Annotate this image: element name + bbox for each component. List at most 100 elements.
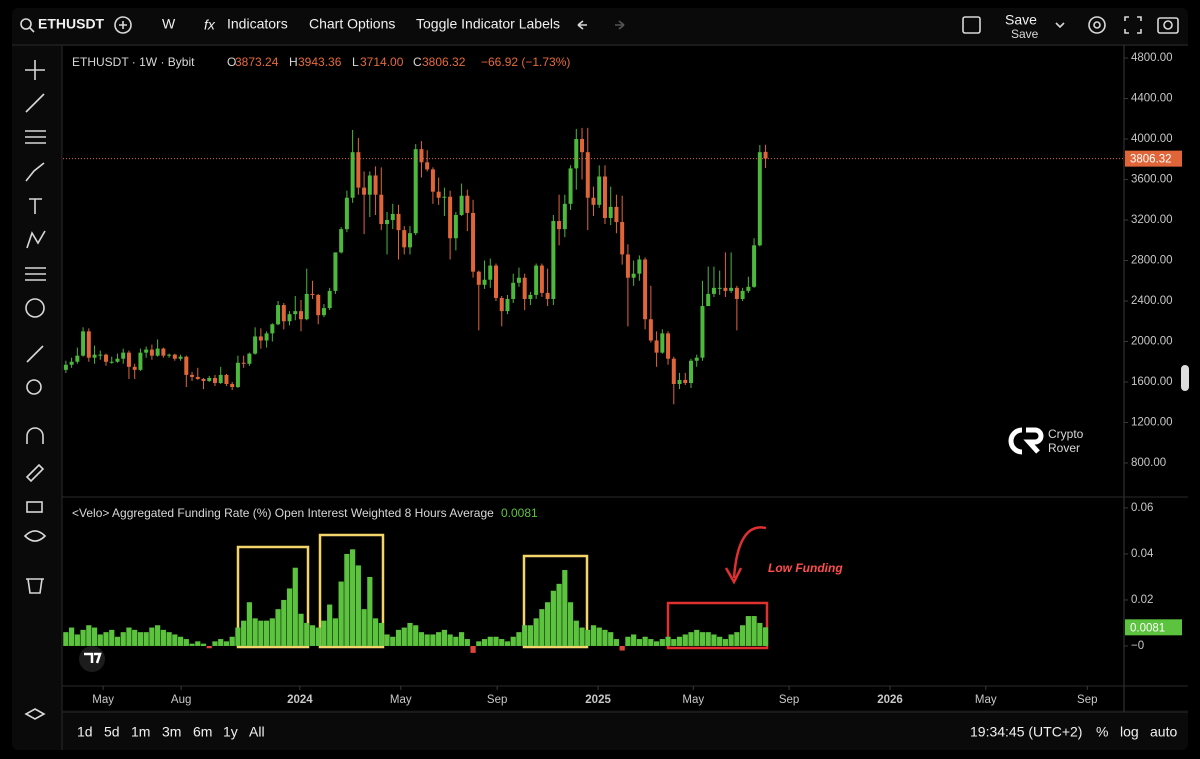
candle-body — [505, 298, 510, 312]
percent-toggle[interactable]: % — [1096, 724, 1108, 740]
candle-body — [591, 197, 596, 205]
ruler-tool[interactable] — [26, 345, 44, 363]
indicator-title: <Velo> Aggregated Funding Rate (%) Open … — [72, 506, 494, 520]
line-tool[interactable] — [25, 93, 45, 113]
candle-body — [235, 362, 240, 388]
zoom-tool[interactable] — [26, 379, 42, 395]
legend-change: −66.92 (−1.73%) — [481, 55, 570, 69]
dropdown-icon[interactable] — [1055, 22, 1065, 29]
lock-tool[interactable] — [26, 501, 43, 513]
candle-body — [390, 213, 395, 221]
log-toggle[interactable]: log — [1120, 724, 1139, 740]
candle-body — [654, 340, 659, 353]
candle-body — [729, 287, 734, 291]
legend-value: 3714.00 — [360, 55, 404, 69]
candle-body — [207, 377, 212, 381]
crosshair-tool[interactable] — [25, 60, 45, 80]
bar — [390, 636, 396, 646]
fib-tool[interactable] — [25, 130, 46, 144]
symbol[interactable]: ETHUSDT — [38, 16, 105, 32]
candle-body — [694, 357, 699, 361]
bar — [166, 632, 172, 646]
bar — [200, 643, 207, 646]
layers-tool[interactable] — [24, 708, 46, 720]
magnet-tool[interactable] — [26, 427, 44, 444]
bar — [304, 622, 310, 646]
pattern-tool[interactable] — [26, 230, 46, 249]
x-tick-label: May — [92, 694, 114, 706]
camera-icon[interactable] — [1163, 20, 1173, 30]
camera-icon[interactable] — [1157, 17, 1179, 34]
fx-icon[interactable]: fx — [204, 17, 216, 33]
candle-body — [757, 152, 762, 246]
range-button[interactable]: All — [249, 724, 265, 740]
bar — [636, 639, 642, 646]
bar — [602, 629, 608, 646]
bar — [740, 625, 746, 646]
candle-body — [625, 254, 630, 278]
highlights — [236, 526, 769, 650]
bar — [235, 627, 241, 646]
bar — [659, 639, 665, 646]
emoji-tool[interactable] — [25, 298, 45, 318]
settings-icon[interactable] — [1088, 16, 1106, 34]
candle-body — [666, 333, 671, 359]
range-button[interactable]: 5d — [104, 724, 120, 740]
bar — [321, 620, 327, 646]
candle-body — [562, 203, 567, 230]
candle-body — [637, 259, 642, 274]
range-button[interactable]: 1d — [77, 724, 93, 740]
candle-body — [63, 364, 68, 370]
interval[interactable]: W — [162, 16, 176, 32]
y-tick-label: 3200.00 — [1131, 214, 1173, 226]
bar — [447, 634, 453, 646]
candle-body — [327, 290, 332, 309]
prediction-tool[interactable] — [25, 267, 46, 281]
settings-icon[interactable] — [1093, 21, 1101, 29]
range-button[interactable]: 1y — [223, 724, 238, 740]
bar — [241, 620, 247, 646]
candle-body — [230, 384, 235, 388]
add-icon[interactable] — [114, 16, 132, 34]
y-tick-label: 3600.00 — [1131, 174, 1173, 186]
search-icon[interactable] — [29, 27, 35, 33]
last-price-box — [1125, 150, 1182, 167]
visibility-tool[interactable] — [23, 530, 47, 542]
y-tick-label: 0.04 — [1131, 548, 1154, 560]
candle-body — [413, 149, 418, 234]
candle-body — [373, 175, 378, 195]
bar — [315, 627, 321, 646]
brush-tool[interactable] — [25, 162, 45, 182]
range-button[interactable]: 6m — [193, 724, 212, 740]
fullscreen-icon[interactable] — [1124, 16, 1142, 34]
last-value-box — [1125, 619, 1182, 636]
scroll-handle[interactable] — [1181, 365, 1189, 391]
indicators-button[interactable]: Indicators — [227, 16, 288, 32]
add-icon[interactable] — [119, 21, 127, 29]
delete-tool[interactable] — [26, 578, 44, 594]
search-icon[interactable] — [20, 18, 32, 30]
bar — [481, 639, 488, 646]
candle-body — [425, 162, 430, 170]
x-tick-label: May — [682, 694, 704, 706]
legend-value: 3943.36 — [298, 55, 342, 69]
text-tool[interactable] — [29, 198, 42, 214]
candle-body — [459, 195, 464, 215]
chart-options-button[interactable]: Chart Options — [309, 16, 395, 32]
watermark: Crypto Rover — [1008, 427, 1084, 455]
range-button[interactable]: 3m — [162, 724, 181, 740]
toggle-labels-button[interactable]: Toggle Indicator Labels — [416, 16, 560, 32]
bar — [717, 636, 723, 646]
highlight-box — [318, 533, 385, 649]
bar — [458, 632, 465, 646]
candle-body — [545, 292, 550, 299]
save-button[interactable]: Save — [1005, 12, 1037, 28]
layout-icon[interactable] — [962, 16, 981, 34]
auto-toggle[interactable]: auto — [1150, 724, 1177, 740]
lock-draw-tool[interactable] — [25, 463, 45, 483]
range-button[interactable]: 1m — [131, 724, 150, 740]
redo-icon[interactable] — [615, 20, 625, 30]
candle-body — [396, 213, 401, 231]
undo-icon[interactable] — [577, 20, 587, 30]
bar — [418, 632, 425, 646]
